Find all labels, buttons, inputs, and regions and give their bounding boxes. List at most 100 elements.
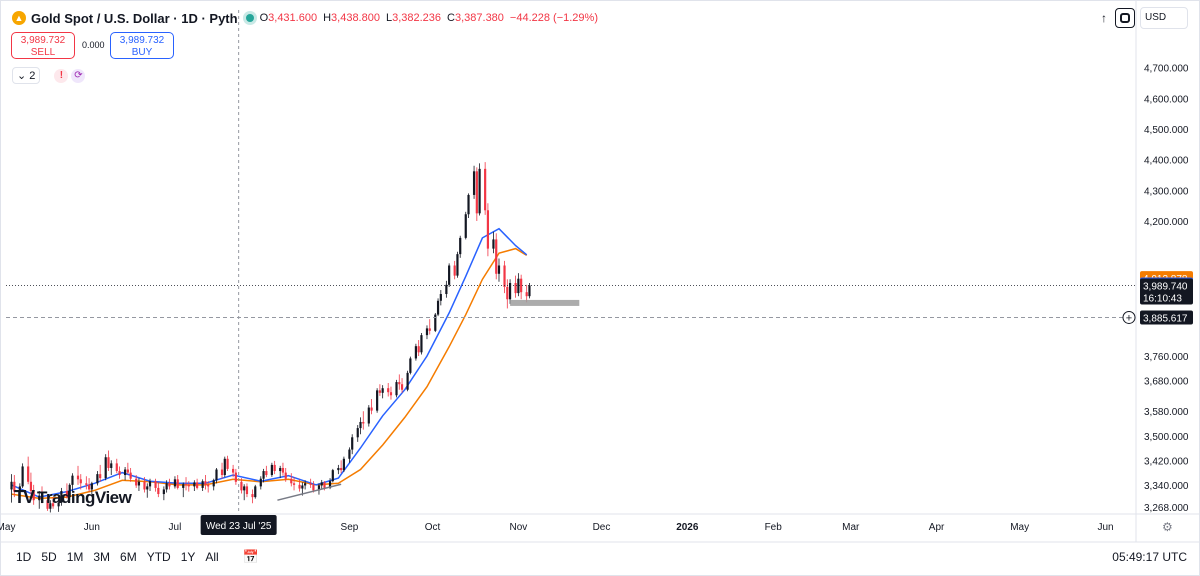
range-1m[interactable]: 1M: [66, 550, 84, 564]
candle: [497, 258, 501, 282]
candle-body: [436, 300, 440, 315]
range-6m[interactable]: 6M: [120, 550, 137, 564]
ma-fast-line: [11, 227, 528, 498]
candle: [456, 251, 459, 278]
candle: [76, 465, 80, 485]
plus-icon: [1122, 310, 1136, 324]
candle: [270, 462, 273, 477]
candle-body: [356, 428, 359, 438]
crosshair-date-text: Wed 23 Jul '25: [206, 521, 272, 532]
candle-body: [220, 469, 224, 476]
tradingview-logo-icon: TV: [14, 487, 35, 507]
plus-icon-glyph: +: [1126, 312, 1132, 324]
range-5d[interactable]: 5D: [41, 550, 57, 564]
candle: [279, 465, 282, 479]
sell-price: 3,989.732: [20, 35, 66, 46]
sync-icon[interactable]: ⟳: [71, 68, 86, 83]
candle: [514, 275, 517, 298]
arrow-up-icon[interactable]: ↑: [1101, 11, 1107, 25]
candle: [362, 411, 365, 430]
candle-body: [503, 265, 506, 287]
candle: [240, 478, 243, 494]
candle-body: [40, 495, 44, 501]
gold-coin-icon: ▲: [12, 11, 26, 25]
x-tick-label: Mar: [842, 522, 860, 533]
candle: [320, 479, 323, 489]
candle: [420, 332, 423, 355]
chart-axes: 4,700.000 4,600.000 4,500.000 4,400.000 4,30…: [0, 0, 1200, 543]
candle-body: [99, 474, 102, 479]
range-3m[interactable]: 3M: [93, 550, 111, 564]
currency-select[interactable]: USD: [1140, 7, 1188, 29]
candle: [472, 165, 476, 199]
camera-icon[interactable]: [1115, 8, 1135, 28]
candle: [38, 490, 41, 509]
candle-body: [439, 294, 442, 301]
candle-body: [340, 467, 343, 471]
candle: [107, 450, 110, 472]
candle-body: [301, 485, 304, 489]
candle-body: [317, 485, 321, 491]
candle-body: [425, 328, 429, 336]
gear-icon[interactable]: ⚙: [1162, 520, 1173, 534]
range-1y[interactable]: 1Y: [180, 550, 196, 564]
candle-body: [207, 484, 210, 487]
candle-body: [376, 390, 379, 411]
symbol-header: ▲ Gold Spot / U.S. Dollar · 1D · Pyth O3…: [12, 8, 598, 28]
range-all[interactable]: All: [205, 550, 219, 564]
crosshair-date-label: Wed 23 Jul '25: [200, 515, 277, 535]
candle-body: [65, 490, 69, 498]
utc-clock[interactable]: 05:49:17 UTC: [1112, 550, 1187, 564]
candle: [304, 480, 307, 490]
candle: [414, 343, 418, 361]
candle-body: [370, 407, 373, 411]
candle-body: [445, 284, 448, 295]
candle-body: [298, 484, 301, 489]
candle: [212, 478, 215, 491]
candle-body: [115, 463, 118, 472]
time-range-bar: 1D 5D 1M 3M 6M YTD 1Y All 📅: [0, 542, 1200, 572]
candle: [165, 480, 168, 493]
x-tick-label: Jun: [84, 522, 100, 533]
price-label-bg: [1140, 310, 1193, 325]
indicators-toggle[interactable]: ⌄ 2: [12, 67, 41, 84]
range-1d[interactable]: 1D: [16, 550, 32, 564]
candle-body: [400, 384, 404, 390]
candle: [290, 473, 293, 487]
candle-body: [378, 390, 381, 393]
y-tick-label: 3,268.000: [1144, 503, 1189, 514]
candle-body: [76, 475, 80, 480]
symbol-title[interactable]: Gold Spot / U.S. Dollar · 1D · Pyth: [31, 10, 238, 26]
candle: [528, 282, 531, 299]
candle: [284, 467, 287, 482]
candle: [448, 263, 451, 287]
buy-button[interactable]: 3,989.732 BUY: [110, 32, 174, 59]
candle-body: [71, 475, 74, 485]
candle: [85, 476, 88, 490]
candle-body: [165, 483, 168, 490]
candle-body: [240, 481, 243, 491]
x-tick-label: Nov: [509, 522, 527, 533]
candle: [351, 434, 354, 455]
candle-body: [90, 483, 93, 490]
candle-body: [173, 479, 177, 487]
candle-body: [154, 481, 157, 488]
candle-body: [337, 467, 340, 471]
candle: [265, 465, 268, 478]
candle-body: [49, 503, 52, 509]
sell-button[interactable]: 3,989.732 SELL: [11, 32, 75, 59]
market-open-indicator: [245, 14, 254, 22]
calendar-icon[interactable]: 📅: [242, 549, 259, 564]
candle: [65, 483, 69, 499]
candle-body: [13, 481, 16, 492]
candle: [146, 483, 149, 498]
exclamation-icon[interactable]: !: [54, 68, 69, 83]
candle: [154, 478, 157, 492]
candle-body: [201, 481, 204, 488]
candle-body: [348, 449, 351, 459]
price-label-text: 3,989.740: [1143, 282, 1188, 293]
candle: [434, 313, 437, 333]
candle-body: [284, 472, 287, 479]
range-ytd[interactable]: YTD: [146, 550, 171, 564]
